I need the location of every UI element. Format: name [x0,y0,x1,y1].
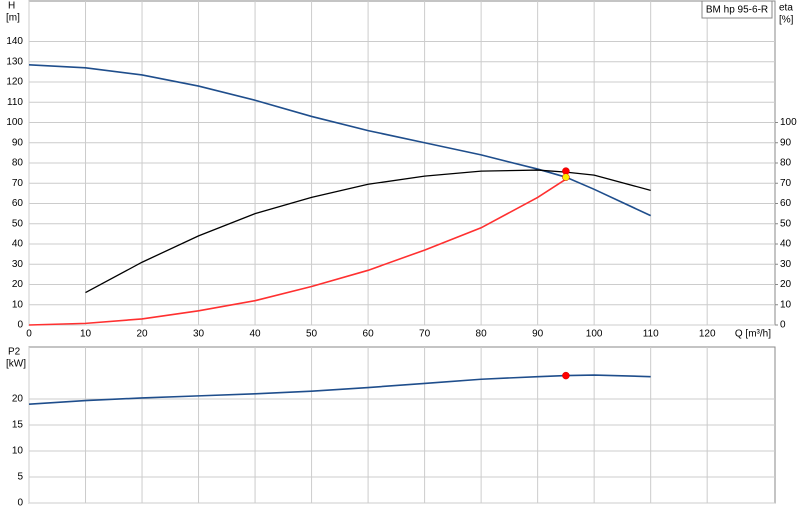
y2-tick-label: 50 [780,218,792,229]
y-tick-label: 80 [12,158,24,169]
x-tick-label: 100 [586,329,603,340]
y-tick-label: 100 [6,117,23,128]
x-tick-label: 50 [306,329,318,340]
y-tick-label: 40 [12,239,24,250]
y2-tick-label: 10 [780,299,792,310]
x-tick-label: 40 [249,329,261,340]
y2-unit: [%] [779,15,794,26]
label-box [701,0,773,19]
y-tick-label: 110 [7,97,23,108]
curve [85,169,651,294]
y2-label: eta [779,3,793,14]
x-tick-label: 120 [699,329,716,340]
x-tick-label: 0 [26,329,32,340]
y-tick-label: 0 [17,320,23,331]
x-tick-label: 110 [643,329,659,340]
duty-point [562,173,570,181]
duty-point [562,371,570,380]
y-tick-label: 20 [12,279,24,290]
y2-tick-label: 70 [780,178,792,189]
y-tick-label: 15 [12,420,24,431]
y2-tick-label: 90 [780,137,792,148]
y-tick-label: 70 [12,178,24,189]
y-tick-label: 10 [12,299,24,310]
y-unit: [kW] [6,359,26,370]
y2-tick-label: 80 [780,158,792,169]
x-tick-label: 80 [476,329,488,340]
y-tick-label: 60 [12,198,24,209]
y-tick-label: 120 [6,77,23,88]
y-tick-label: 0 [17,498,23,509]
x-tick-label: 30 [193,329,205,340]
y2-tick-label: 0 [780,320,786,331]
y2-tick-label: 30 [780,259,792,270]
y2-tick-label: 40 [780,239,792,250]
curve [28,178,567,326]
x-tick-label: 10 [80,329,92,340]
y-tick-label: 50 [12,218,24,229]
x-label: Q [m³/h] [735,329,771,340]
x-tick-label: 20 [136,329,148,340]
y-tick-label: 30 [12,259,24,270]
x-tick-label: 90 [532,329,544,340]
y2-tick-label: 20 [780,279,792,290]
y-tick-label: 20 [12,394,24,405]
y-unit: [m] [6,13,20,24]
y-tick-label: 140 [6,36,23,47]
x-tick-label: 70 [419,329,431,340]
y-label: P2 [8,347,21,358]
curve-label: BM hp 95-6-R [706,5,768,16]
y2-tick-label: 60 [780,198,792,209]
y-tick-label: 5 [17,472,23,483]
y-tick-label: 90 [12,137,24,148]
y2-tick-label: 100 [780,117,797,128]
x-tick-label: 60 [363,329,375,340]
y-tick-label: 10 [12,446,24,457]
y-tick-label: 130 [6,56,23,67]
y-label: H [8,1,15,12]
